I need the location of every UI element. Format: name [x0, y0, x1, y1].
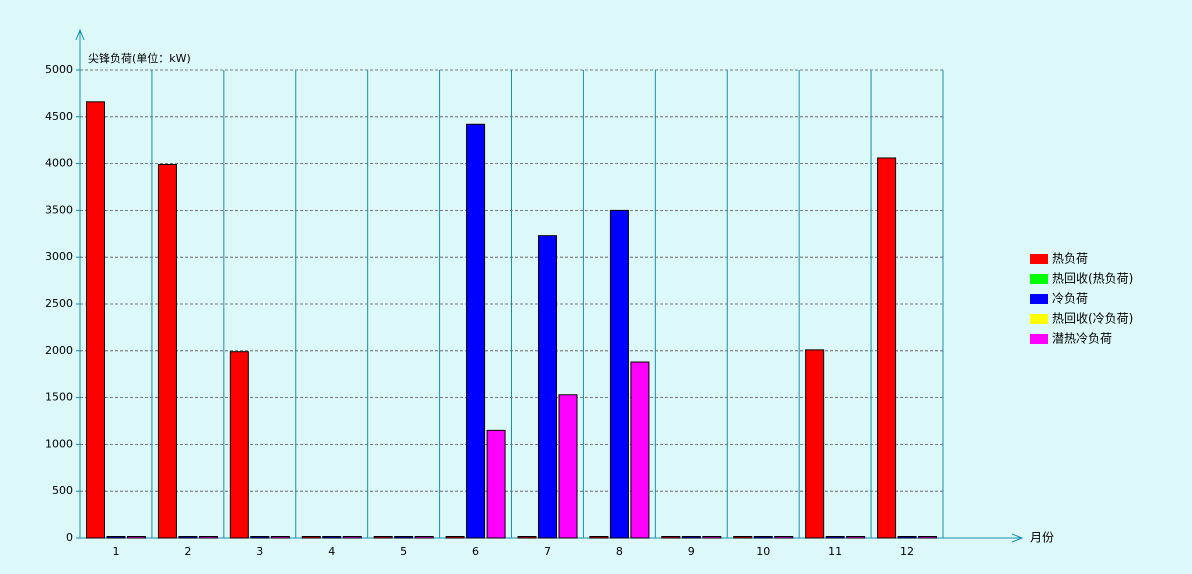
bar: [373, 536, 393, 539]
bar: [733, 536, 753, 539]
bar: [178, 536, 198, 539]
bar: [897, 536, 917, 539]
bar: [558, 394, 578, 539]
bar: [445, 536, 465, 539]
y-tick-label: 0: [66, 531, 73, 544]
x-tick-label: 11: [828, 545, 842, 558]
bar: [86, 101, 105, 539]
x-tick-label: 4: [328, 545, 335, 558]
legend-swatch: [1030, 254, 1048, 264]
x-tick-label: 3: [256, 545, 263, 558]
legend-label: 潜热冷负荷: [1052, 332, 1112, 346]
y-tick-label: 500: [52, 484, 73, 497]
bar: [630, 361, 650, 539]
legend-label: 冷负荷: [1052, 292, 1088, 306]
legend-label: 热回收(热负荷): [1052, 272, 1133, 286]
bar: [466, 123, 486, 539]
legend-label: 热负荷: [1052, 252, 1088, 266]
bar: [342, 536, 362, 539]
bar: [877, 157, 897, 539]
x-axis-arrow: [1011, 533, 1024, 543]
bar: [681, 536, 701, 539]
x-axis-label: 月份: [1030, 531, 1054, 545]
bar: [127, 536, 146, 539]
bar: [918, 536, 938, 539]
bar: [661, 536, 681, 539]
y-tick-label: 3000: [45, 250, 73, 263]
bar: [825, 536, 845, 539]
bar: [702, 536, 722, 539]
bar: [250, 536, 270, 539]
x-tick-label: 1: [112, 545, 119, 558]
bar: [106, 536, 126, 539]
bar: [753, 536, 773, 539]
bar: [517, 536, 537, 539]
bar: [805, 349, 825, 539]
legend-swatch: [1030, 294, 1048, 304]
y-axis-label: 尖锋负荷(单位：kW): [88, 51, 191, 65]
bar: [198, 536, 218, 539]
bar: [589, 536, 609, 539]
bar: [322, 536, 342, 539]
bar: [609, 209, 629, 539]
x-tick-label: 12: [900, 545, 914, 558]
y-tick-label: 1500: [45, 391, 73, 404]
x-tick-label: 10: [756, 545, 770, 558]
legend-label: 热回收(冷负荷): [1052, 312, 1133, 326]
bar: [229, 351, 249, 539]
y-tick-label: 4000: [45, 157, 73, 170]
bar: [157, 164, 177, 539]
bar: [270, 536, 290, 539]
x-tick-label: 2: [184, 545, 191, 558]
legend-swatch: [1030, 314, 1048, 324]
bar: [846, 536, 866, 539]
bar: [486, 429, 506, 539]
bar: [301, 536, 321, 539]
y-tick-label: 2000: [45, 344, 73, 357]
x-tick-label: 8: [616, 545, 623, 558]
y-tick-label: 1000: [45, 437, 73, 450]
legend-swatch: [1030, 334, 1048, 344]
y-tick-label: 5000: [45, 63, 73, 76]
y-tick-label: 2500: [45, 297, 73, 310]
y-axis-arrow: [75, 28, 85, 41]
x-tick-label: 5: [400, 545, 407, 558]
legend-swatch: [1030, 274, 1048, 284]
bar: [774, 536, 794, 539]
x-tick-label: 7: [544, 545, 551, 558]
x-tick-label: 9: [688, 545, 695, 558]
bar: [414, 536, 434, 539]
bar: [394, 536, 414, 539]
y-tick-label: 3500: [45, 203, 73, 216]
y-tick-label: 4500: [45, 110, 73, 123]
bar: [538, 235, 557, 539]
x-tick-label: 6: [472, 545, 479, 558]
